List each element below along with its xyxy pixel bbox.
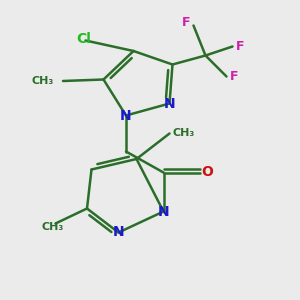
Text: F: F: [236, 40, 244, 53]
Text: Cl: Cl: [76, 32, 92, 46]
Text: N: N: [113, 226, 124, 239]
Text: N: N: [158, 205, 169, 218]
Text: CH₃: CH₃: [172, 128, 195, 139]
Text: F: F: [230, 70, 238, 83]
Text: N: N: [120, 109, 132, 122]
Text: O: O: [201, 166, 213, 179]
Text: N: N: [164, 97, 175, 110]
Text: CH₃: CH₃: [41, 221, 64, 232]
Text: CH₃: CH₃: [32, 76, 54, 86]
Text: F: F: [182, 16, 190, 29]
